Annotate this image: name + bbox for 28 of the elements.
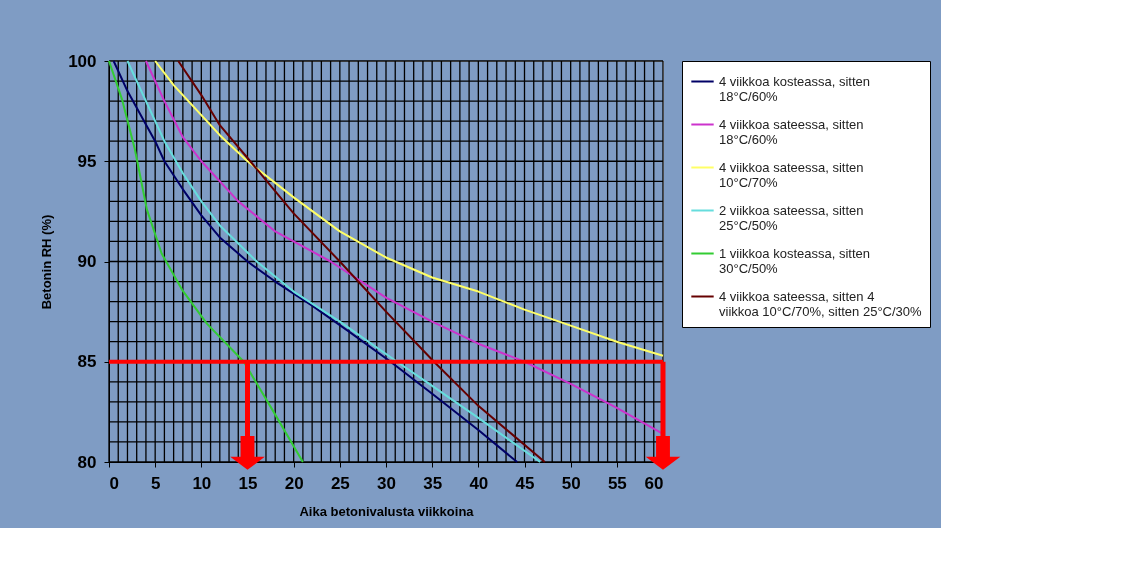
x-tick-label: 5 xyxy=(150,473,161,493)
y-tick-label: 100 xyxy=(68,51,97,71)
y-tick-label: 95 xyxy=(77,151,97,171)
x-tick-label: 30 xyxy=(377,473,396,493)
legend-label: 4 viikkoa kosteassa, sitten 18°C/60% xyxy=(719,73,871,104)
y-axis-title: Betonin RH (%) xyxy=(39,214,55,310)
y-tick-label: 85 xyxy=(77,352,97,372)
x-tick-label: 10 xyxy=(192,473,212,493)
legend-label: 2 viikkoa sateessa, sitten 25°C/50% xyxy=(719,202,864,233)
x-tick-label: 60 xyxy=(644,473,664,493)
legend-label: 1 viikkoa kosteassa, sitten 30°C/50% xyxy=(719,245,871,276)
legend-label: 4 viikkoa sateessa, sitten 18°C/60% xyxy=(719,116,864,147)
x-tick-label: 50 xyxy=(561,473,581,493)
x-tick-label: 40 xyxy=(469,473,489,493)
x-tick-label: 45 xyxy=(515,473,535,493)
legend-label: 4 viikkoa sateessa, sitten 4 viikkoa 10°C/70%, sitten 25°C/30% xyxy=(719,288,923,319)
legend-label: 4 viikkoa sateessa, sitten 10°C/70% xyxy=(719,159,864,190)
x-tick-label: 0 xyxy=(109,473,119,493)
y-tick-label: 80 xyxy=(77,452,97,472)
x-tick-label: 35 xyxy=(423,473,443,493)
y-tick-label: 90 xyxy=(77,252,97,271)
line-series xyxy=(144,60,664,435)
x-axis-title: Aika betonivalusta viikkoina xyxy=(299,503,475,519)
line-series xyxy=(154,60,664,357)
x-tick-label: 55 xyxy=(607,473,627,493)
x-tick-label: 25 xyxy=(330,473,350,493)
x-tick-label: 20 xyxy=(284,473,304,493)
x-tick-label: 15 xyxy=(238,473,258,493)
